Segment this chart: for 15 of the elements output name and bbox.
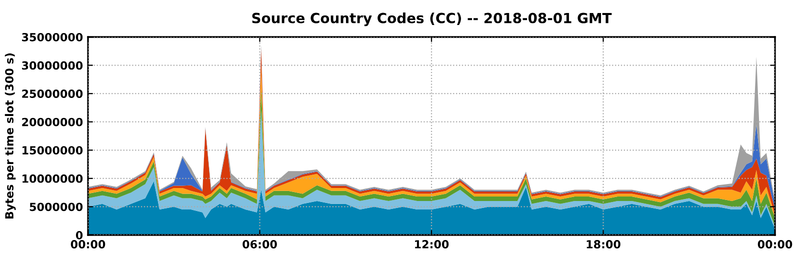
y-tick-label: 5000000 bbox=[30, 202, 83, 212]
y-tick-label: 30000000 bbox=[22, 61, 83, 70]
y-tick-label: 15000000 bbox=[22, 146, 83, 155]
x-tick-label: 00:00 bbox=[70, 240, 106, 248]
y-tick-label: 35000000 bbox=[22, 32, 83, 42]
x-tick-label: 12:00 bbox=[415, 240, 449, 248]
x-tick-label: 18:00 bbox=[586, 240, 620, 248]
x-tick-label: 06:00 bbox=[242, 240, 277, 248]
y-tick-label: 0 bbox=[76, 230, 83, 240]
y-tick-label: 25000000 bbox=[22, 90, 83, 98]
y-tick-label: 20000000 bbox=[22, 118, 83, 126]
y-axis-title: Bytes per time slot (300 s) bbox=[4, 53, 16, 218]
x-tick-label: 00:00 bbox=[758, 240, 792, 248]
chart-title: Source Country Codes (CC) -- 2018-08-01 GMT bbox=[252, 12, 612, 26]
y-tick-label: 10000000 bbox=[22, 174, 83, 183]
